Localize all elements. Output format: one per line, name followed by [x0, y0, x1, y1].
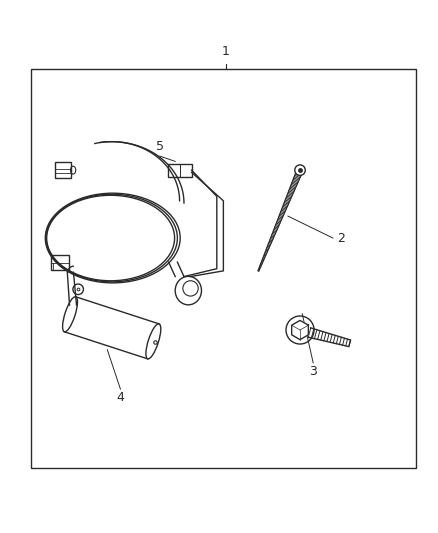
Polygon shape — [292, 320, 308, 340]
Text: 5: 5 — [156, 140, 164, 152]
Bar — [31, 69, 416, 468]
Text: 4: 4 — [117, 391, 124, 405]
Circle shape — [295, 165, 305, 175]
Text: 3: 3 — [309, 365, 317, 378]
Text: 2: 2 — [337, 231, 345, 245]
Text: 1: 1 — [222, 45, 230, 59]
Circle shape — [286, 316, 314, 344]
